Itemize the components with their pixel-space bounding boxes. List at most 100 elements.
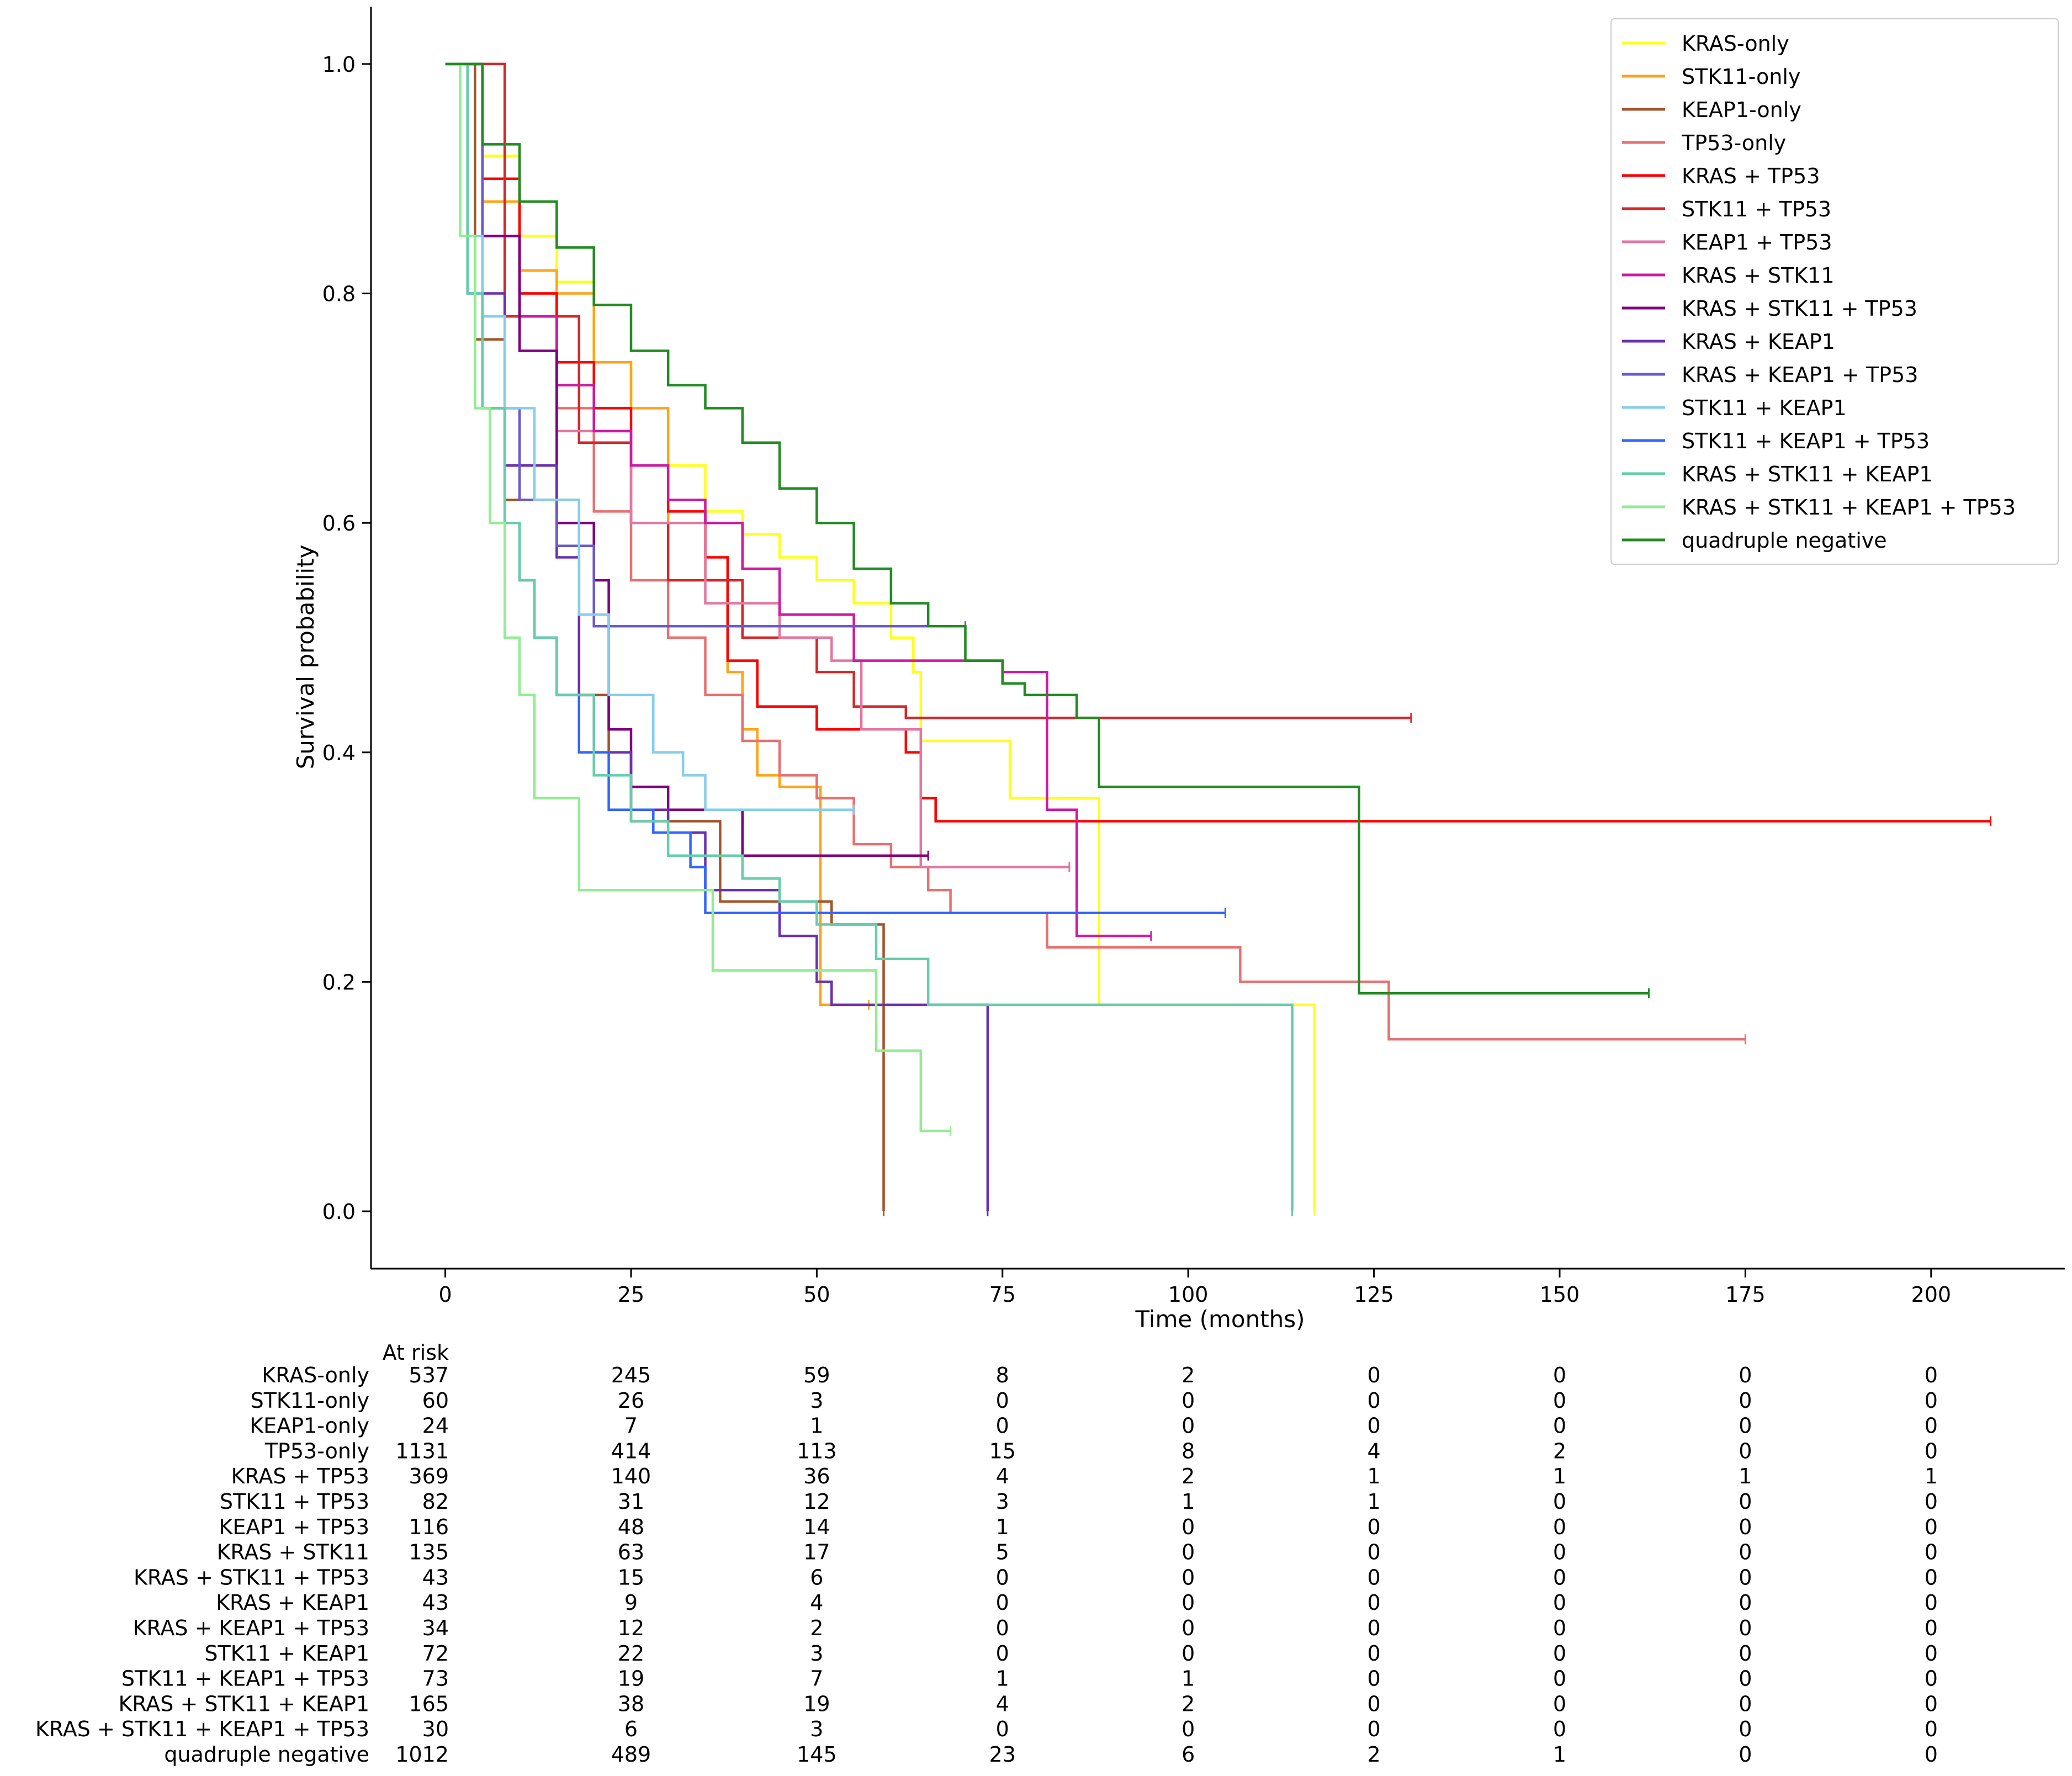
survival-curve [445, 62, 951, 1132]
at-risk-row-label: KRAS + TP53 [231, 1464, 369, 1488]
at-risk-count: 0 [1367, 1641, 1380, 1666]
at-risk-count: 0 [1367, 1717, 1380, 1741]
at-risk-count: 17 [803, 1540, 830, 1565]
legend-label: KRAS + STK11 + TP53 [1682, 296, 1917, 321]
at-risk-count: 0 [1181, 1515, 1195, 1539]
at-risk-row-label: STK11 + KEAP1 + TP53 [121, 1667, 369, 1691]
x-tick-label: 100 [1168, 1282, 1209, 1307]
at-risk-count: 9 [624, 1591, 638, 1615]
at-risk-count: 36 [803, 1464, 830, 1488]
at-risk-count: 59 [803, 1363, 830, 1387]
at-risk-count: 1012 [395, 1742, 449, 1767]
at-risk-count: 0 [1739, 1616, 1752, 1640]
at-risk-count: 0 [1553, 1414, 1566, 1438]
at-risk-count: 0 [1925, 1616, 1938, 1640]
at-risk-row-label: KRAS + STK11 + KEAP1 [118, 1692, 369, 1716]
at-risk-count: 0 [996, 1616, 1009, 1640]
at-risk-count: 24 [422, 1414, 449, 1438]
legend-label: KRAS + STK11 [1682, 263, 1835, 288]
at-risk-count: 0 [1553, 1641, 1566, 1666]
at-risk-count: 48 [618, 1515, 644, 1539]
at-risk-row-label: KRAS + KEAP1 + TP53 [133, 1616, 369, 1640]
at-risk-count: 0 [1553, 1591, 1566, 1615]
at-risk-count: 0 [1181, 1540, 1195, 1565]
at-risk-count: 4 [810, 1591, 823, 1615]
at-risk-count: 23 [989, 1742, 1016, 1767]
at-risk-count: 3 [810, 1388, 823, 1413]
at-risk-count: 4 [1367, 1439, 1380, 1463]
at-risk-row-label: KRAS + STK11 [216, 1540, 369, 1565]
at-risk-count: 0 [1925, 1388, 1938, 1413]
survival-curve [445, 62, 1151, 937]
at-risk-count: 0 [1553, 1717, 1566, 1741]
at-risk-count: 14 [803, 1515, 830, 1539]
at-risk-count: 0 [1367, 1540, 1380, 1565]
at-risk-count: 72 [422, 1641, 449, 1666]
at-risk-count: 0 [1553, 1388, 1566, 1413]
at-risk-count: 1 [810, 1414, 823, 1438]
at-risk-count: 245 [611, 1363, 651, 1387]
at-risk-count: 0 [1925, 1717, 1938, 1741]
at-risk-row-label: STK11-only [251, 1388, 369, 1413]
at-risk-count: 3 [810, 1641, 823, 1666]
at-risk-count: 0 [1739, 1363, 1752, 1387]
at-risk-count: 0 [1367, 1692, 1380, 1716]
at-risk-count: 0 [1553, 1616, 1566, 1640]
at-risk-count: 19 [803, 1692, 830, 1716]
legend-label: TP53-only [1681, 131, 1786, 155]
at-risk-count: 6 [810, 1565, 823, 1589]
y-tick-label: 1.0 [322, 52, 356, 77]
at-risk-count: 15 [618, 1565, 644, 1589]
at-risk-count: 165 [409, 1692, 449, 1716]
survival-curve [445, 62, 989, 1212]
at-risk-count: 0 [1367, 1515, 1380, 1539]
at-risk-count: 0 [1925, 1641, 1938, 1666]
at-risk-count: 0 [1925, 1565, 1938, 1589]
at-risk-count: 0 [996, 1641, 1009, 1666]
at-risk-count: 30 [422, 1717, 449, 1741]
at-risk-count: 0 [1367, 1414, 1380, 1438]
legend-label: KRAS + KEAP1 [1682, 330, 1835, 354]
at-risk-count: 60 [422, 1388, 449, 1413]
x-tick-label: 50 [803, 1282, 830, 1307]
at-risk-count: 2 [1181, 1464, 1195, 1488]
at-risk-count: 6 [1181, 1742, 1195, 1767]
at-risk-count: 2 [1367, 1742, 1380, 1767]
at-risk-count: 7 [624, 1414, 638, 1438]
at-risk-count: 1 [1367, 1464, 1380, 1488]
at-risk-count: 4 [996, 1692, 1009, 1716]
survival-curve [445, 62, 869, 1006]
at-risk-count: 2 [1181, 1363, 1195, 1387]
at-risk-count: 1 [996, 1515, 1009, 1539]
at-risk-count: 0 [1739, 1565, 1752, 1589]
at-risk-count: 116 [409, 1515, 449, 1539]
at-risk-count: 1 [1739, 1464, 1752, 1488]
at-risk-count: 369 [409, 1464, 449, 1488]
at-risk-count: 2 [1181, 1692, 1195, 1716]
legend-frame [1610, 18, 2059, 565]
at-risk-count: 2 [1553, 1439, 1566, 1463]
at-risk-count: 6 [624, 1717, 638, 1741]
at-risk-count: 140 [611, 1464, 651, 1488]
survival-curves [445, 62, 1991, 1217]
y-tick-label: 0.4 [322, 741, 356, 765]
at-risk-count: 12 [803, 1489, 830, 1514]
at-risk-count: 0 [1553, 1540, 1566, 1565]
at-risk-count: 0 [1739, 1515, 1752, 1539]
at-risk-count: 0 [1739, 1388, 1752, 1413]
at-risk-count: 38 [618, 1692, 644, 1716]
at-risk-count: 0 [1181, 1414, 1195, 1438]
y-tick-label: 0.6 [322, 511, 356, 536]
at-risk-row-label: KRAS + STK11 + TP53 [134, 1565, 369, 1589]
at-risk-count: 0 [1739, 1414, 1752, 1438]
at-risk-count: 0 [1739, 1641, 1752, 1666]
at-risk-count: 0 [1181, 1717, 1195, 1741]
legend-label: KRAS-only [1682, 31, 1789, 56]
at-risk-count: 0 [1925, 1414, 1938, 1438]
at-risk-count: 0 [1925, 1489, 1938, 1514]
at-risk-count: 0 [1367, 1667, 1380, 1691]
at-risk-count: 1 [1553, 1742, 1566, 1767]
legend-label: KRAS + STK11 + KEAP1 + TP53 [1682, 495, 2016, 519]
at-risk-row-label: KRAS + KEAP1 [216, 1591, 369, 1615]
